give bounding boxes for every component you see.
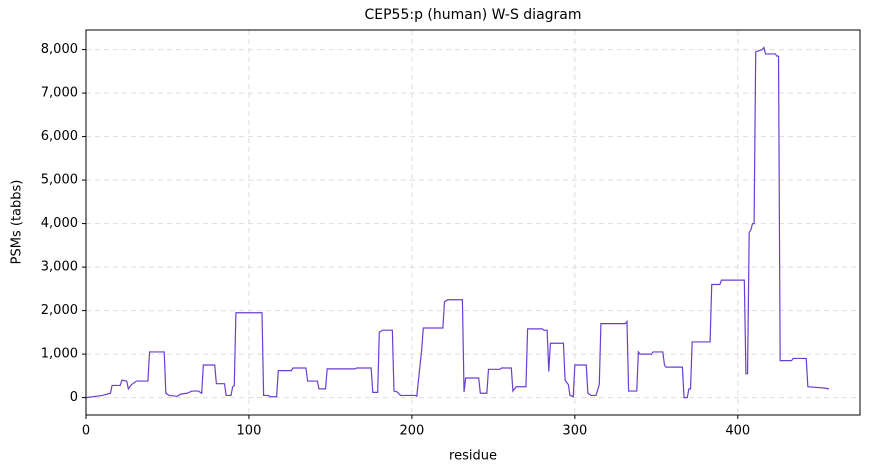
y-tick-label: 4,000 [41,216,78,231]
y-tick-label: 2,000 [41,303,78,318]
plot-frame [85,29,861,416]
data-line [85,46,830,399]
x-tick-label: 0 [82,424,90,439]
chart-title: CEP55:p (human) W-S diagram [364,7,581,23]
x-axis-label: residue [449,449,497,464]
x-tick-label: 300 [562,424,587,439]
x-tick-label: 100 [237,424,262,439]
y-tick-label: 1,000 [41,347,78,362]
y-axis-label: PSMs (tabbs) [10,180,25,265]
y-tick-label: 6,000 [41,129,78,144]
x-tick-label: 200 [399,424,424,439]
y-tick-label: 8,000 [41,42,78,57]
y-tick-label: 7,000 [41,86,78,101]
y-tick-label: 0 [70,390,78,405]
y-tick-label: 5,000 [41,173,78,188]
y-tick-label: 3,000 [41,260,78,275]
x-tick-label: 400 [725,424,750,439]
